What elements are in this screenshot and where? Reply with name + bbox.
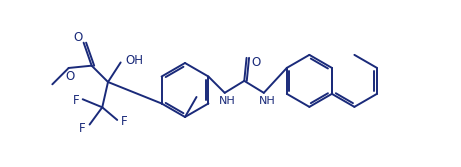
Text: O: O: [251, 56, 260, 69]
Text: F: F: [121, 115, 128, 128]
Text: O: O: [65, 70, 74, 84]
Text: OH: OH: [126, 54, 144, 67]
Text: NH: NH: [219, 96, 236, 106]
Text: F: F: [79, 122, 86, 135]
Text: O: O: [73, 31, 82, 44]
Text: NH: NH: [259, 96, 275, 106]
Text: F: F: [72, 94, 79, 107]
